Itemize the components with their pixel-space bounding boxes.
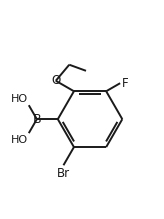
Text: F: F [122,77,129,90]
Text: Br: Br [57,167,70,180]
Text: HO: HO [11,135,28,145]
Text: O: O [51,74,60,87]
Text: HO: HO [11,94,28,104]
Text: B: B [32,113,41,126]
